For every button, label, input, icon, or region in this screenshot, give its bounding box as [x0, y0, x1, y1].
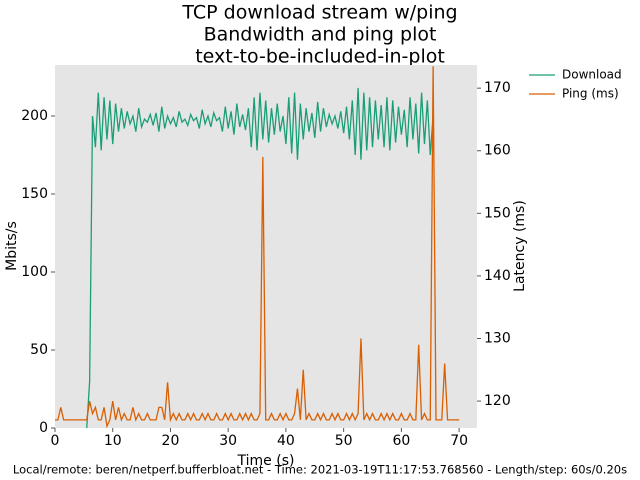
- x-axis-label: Time (s): [237, 453, 295, 469]
- legend-label: Download: [562, 68, 622, 82]
- y2-axis-label: Latency (ms): [512, 200, 528, 292]
- y-tick-label: 50: [30, 342, 48, 358]
- y2-tick-label: 150: [484, 205, 511, 221]
- series-line: [55, 66, 460, 429]
- y2-tick-label: 160: [484, 143, 511, 159]
- x-tick-label: 50: [335, 433, 353, 449]
- chart-title: Bandwidth and ping plot: [204, 24, 437, 46]
- chart-title: TCP download stream w/ping: [181, 2, 457, 24]
- x-tick-label: 40: [277, 433, 295, 449]
- y2-tick-label: 130: [484, 331, 511, 347]
- y-tick-label: 0: [39, 420, 48, 436]
- x-tick-label: 60: [392, 433, 410, 449]
- x-tick-label: 0: [51, 433, 60, 449]
- x-tick-label: 10: [104, 433, 122, 449]
- x-tick-label: 70: [450, 433, 468, 449]
- chart-title: text-to-be-included-in-plot: [195, 46, 445, 68]
- legend-label: Ping (ms): [562, 87, 619, 101]
- y-tick-label: 200: [21, 108, 48, 124]
- plot-area: [55, 65, 477, 428]
- footer: Local/remote: beren/netperf.bufferbloat.…: [13, 463, 627, 477]
- series-line: [86, 87, 434, 429]
- x-tick-label: 20: [162, 433, 180, 449]
- y2-tick-label: 120: [484, 393, 511, 409]
- y2-tick-label: 170: [484, 80, 511, 96]
- y-axis-label: Mbits/s: [4, 221, 20, 271]
- y2-tick-label: 140: [484, 268, 511, 284]
- y-tick-label: 150: [21, 186, 48, 202]
- y-tick-label: 100: [21, 264, 48, 280]
- x-tick-label: 30: [219, 433, 237, 449]
